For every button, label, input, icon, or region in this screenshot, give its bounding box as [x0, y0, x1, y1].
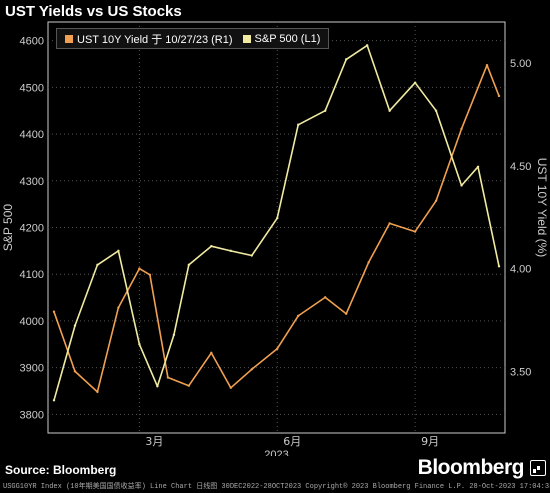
- spx-line: [53, 44, 500, 401]
- spx-point: [210, 244, 213, 248]
- yield-point: [117, 306, 120, 309]
- legend-label-yield: UST 10Y Yield 于 10/27/23 (R1): [77, 33, 233, 46]
- spx-point: [138, 343, 141, 346]
- legend-swatch-yield: [65, 34, 73, 43]
- yield-point: [460, 127, 463, 131]
- spx-point: [434, 109, 438, 112]
- yield-point: [413, 230, 417, 233]
- spx-point: [476, 165, 480, 168]
- spx-point: [96, 263, 99, 267]
- yield-point: [148, 273, 152, 276]
- yield-point: [73, 370, 77, 373]
- spx-point: [460, 184, 463, 187]
- spx-point: [297, 123, 300, 126]
- yield-point: [276, 347, 279, 350]
- y-right-tick-label: 4.50: [510, 161, 531, 173]
- y-right-axis-label: UST 10Y Yield (%): [535, 158, 549, 258]
- yield-point: [138, 267, 141, 270]
- spx-point: [172, 333, 176, 337]
- yield-point: [367, 261, 370, 264]
- yield-point: [250, 368, 253, 371]
- y-left-tick-label: 4400: [20, 129, 44, 141]
- yield-point: [166, 376, 170, 379]
- spx-point: [276, 216, 279, 220]
- y-left-tick-label: 3800: [20, 409, 44, 421]
- y-left-tick-label: 4000: [20, 316, 44, 328]
- chart-plot: 3800 3900 4000 4100 4200 4300 4400 4500 4600 3.50…: [1, 21, 549, 456]
- yield-point: [96, 390, 99, 394]
- x-tick-label: 6月: [283, 435, 301, 448]
- spx-point: [388, 109, 391, 112]
- chart-legend: UST 10Y Yield 于 10/27/23 (R1) S&P 500 (L…: [56, 28, 330, 49]
- yield-point: [187, 384, 191, 387]
- legend-item-spx: S&P 500 (L1): [242, 32, 321, 45]
- y-right-tick-label: 5.00: [510, 58, 531, 70]
- spx-point: [413, 81, 417, 84]
- spx-point: [73, 324, 77, 327]
- yield-point: [210, 351, 213, 355]
- yield-point: [434, 199, 438, 202]
- bloomberg-logo: Bloomberg: [417, 456, 525, 479]
- y-right-tick-label: 3.50: [510, 366, 531, 378]
- yield-point: [497, 94, 501, 98]
- source-label: Source: Bloomberg: [5, 463, 117, 477]
- spx-point: [497, 265, 501, 268]
- spx-point: [323, 109, 327, 112]
- spx-point: [365, 44, 369, 47]
- yield-point: [388, 222, 391, 225]
- yield-point: [229, 386, 232, 389]
- legend-label-spx: S&P 500 (L1): [254, 32, 321, 45]
- chart-title: UST Yields vs US Stocks: [5, 3, 182, 20]
- yield-point: [323, 296, 327, 299]
- y-left-tick-label: 4300: [20, 176, 44, 188]
- y-left-tick-label: 3900: [20, 363, 44, 375]
- legend-item-yield: UST 10Y Yield 于 10/27/23 (R1): [65, 31, 233, 47]
- y-left-axis-label: S&P 500: [1, 204, 15, 251]
- spx-point: [156, 385, 159, 388]
- y-right-tick-label: 4.00: [510, 264, 531, 276]
- spx-point: [117, 249, 120, 253]
- spx-point: [344, 58, 348, 61]
- spx-point: [187, 263, 191, 267]
- yield-point: [344, 312, 348, 316]
- y-left-tick-label: 4100: [20, 269, 44, 281]
- spx-point: [229, 249, 232, 253]
- bar-chart-icon: [530, 460, 546, 476]
- x-tick-label: 3月: [145, 435, 163, 448]
- yield-point: [52, 310, 56, 313]
- y-left-tick-label: 4200: [20, 223, 44, 235]
- y-left-tick-label: 4600: [20, 36, 44, 48]
- yield-point: [485, 63, 489, 67]
- spx-point: [250, 254, 253, 257]
- yield-line: [53, 64, 500, 393]
- spx-point: [52, 399, 56, 402]
- legend-swatch-spx: [242, 34, 251, 43]
- y-left-tick-label: 4500: [20, 82, 44, 94]
- x-axis-label: 2023: [264, 449, 288, 456]
- x-tick-label: 9月: [421, 435, 439, 448]
- yield-point: [297, 314, 300, 318]
- footer-text: USGG10YR Index (10年期美国国债收益率) Line Chart …: [3, 483, 550, 491]
